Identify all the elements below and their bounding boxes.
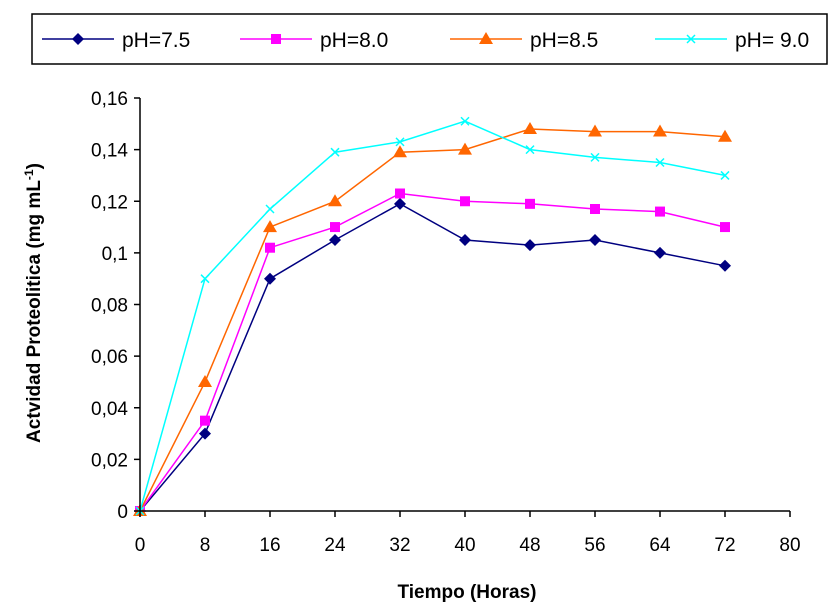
x-marker (265, 204, 275, 214)
x-marker-stroke (330, 147, 340, 157)
y-tick-label: 0,02 (91, 450, 128, 471)
plot-area (133, 116, 732, 517)
x-tick-label: 32 (389, 535, 410, 556)
legend-entry-2: pH=8.0 (240, 29, 388, 52)
diamond-marker (589, 233, 601, 246)
series-line (139, 192, 726, 512)
diamond-marker (199, 427, 211, 440)
x-tick-label: 48 (519, 535, 540, 556)
x-tick-label: 64 (649, 535, 671, 556)
diamond-marker (654, 246, 666, 259)
square-marker (720, 222, 730, 233)
legend: pH=7.5 pH=8.0 pH=8.5 pH= 9.0 (31, 13, 828, 65)
x-marker-stroke (720, 170, 730, 180)
square-marker (655, 206, 665, 217)
legend-label: pH= 9.0 (735, 29, 809, 52)
legend-entry-1: pH=7.5 (42, 29, 190, 52)
square-marker (460, 196, 470, 207)
y-axis-title-sup: -1 (22, 169, 36, 180)
x-tick-label: 40 (454, 535, 475, 556)
triangle-marker (718, 129, 732, 142)
triangle-marker (393, 145, 407, 158)
x-marker-stroke (686, 34, 696, 44)
x-marker (590, 152, 600, 162)
diamond-marker (719, 259, 731, 272)
legend-entry-3: pH=8.5 (450, 29, 598, 52)
x-marker (720, 170, 730, 180)
x-marker (686, 34, 696, 44)
series-4 (135, 116, 730, 516)
triangle-marker (653, 124, 667, 137)
x-marker-stroke (655, 158, 665, 168)
square-marker (330, 222, 340, 233)
series-line (139, 202, 726, 512)
y-tick-label: 0,14 (91, 141, 128, 162)
square-marker (590, 203, 600, 214)
triangle-marker (588, 124, 602, 137)
x-marker-stroke (460, 116, 470, 126)
x-tick-label: 56 (584, 535, 605, 556)
diamond-marker (72, 33, 84, 45)
x-marker-stroke (590, 152, 600, 162)
x-tick-label: 8 (200, 535, 211, 556)
x-marker (200, 274, 210, 284)
legend-label: pH=7.5 (122, 29, 190, 52)
triangle-marker (328, 194, 342, 207)
x-marker (395, 137, 405, 147)
triangle-marker (263, 220, 277, 233)
y-tick-label: 0,06 (91, 347, 128, 368)
x-marker (330, 147, 340, 157)
y-tick-label: 0,04 (91, 399, 128, 420)
square-marker (200, 415, 210, 426)
y-tick-label: 0,08 (91, 296, 128, 317)
series-2 (135, 188, 730, 516)
diamond-marker (524, 239, 536, 252)
legend-entry-4: pH= 9.0 (655, 29, 809, 52)
diamond-marker (459, 233, 471, 246)
x-marker-stroke (200, 274, 210, 284)
y-tick-label: 0 (117, 502, 128, 523)
y-axis-title: Actvidad Proteolitica (mg mL-1) (22, 163, 45, 443)
diamond-marker (394, 197, 406, 210)
triangle-marker (458, 142, 472, 155)
x-axis: 0 8 16 24 32 40 48 56 64 72 80 (135, 510, 801, 556)
y-tick-label: 0,12 (91, 192, 128, 213)
series-1 (134, 197, 731, 517)
square-marker (525, 198, 535, 209)
legend-label: pH=8.5 (530, 29, 598, 52)
x-tick-label: 72 (714, 535, 735, 556)
x-tick-label: 16 (259, 535, 280, 556)
y-axis-title-main: Actvidad Proteolitica (mg mL (24, 180, 45, 443)
triangle-marker (523, 121, 537, 134)
square-marker (395, 188, 405, 199)
y-tick-label: 0,16 (91, 89, 128, 110)
series-line (139, 128, 726, 512)
series-3 (133, 121, 732, 516)
y-axis-title-close: ) (24, 163, 45, 169)
x-marker-stroke (265, 204, 275, 214)
triangle-marker (479, 32, 493, 44)
x-tick-label: 24 (324, 535, 346, 556)
x-tick-label: 80 (779, 535, 800, 556)
square-marker (265, 242, 275, 253)
y-axis: 0 0,02 0,04 0,06 0,08 0,1 0,12 0,14 0,16 (91, 89, 141, 523)
y-tick-label: 0,1 (102, 244, 128, 265)
diamond-marker (264, 272, 276, 285)
x-axis-title: Tiempo (Horas) (397, 582, 536, 603)
x-tick-label: 0 (135, 535, 146, 556)
square-marker (271, 34, 281, 44)
triangle-marker (198, 374, 212, 387)
x-marker-stroke (525, 145, 535, 155)
x-marker (460, 116, 470, 126)
x-marker-stroke (395, 137, 405, 147)
series-line (139, 120, 726, 512)
x-marker (655, 158, 665, 168)
legend-label: pH=8.0 (320, 29, 388, 52)
diamond-marker (329, 233, 341, 246)
x-marker (525, 145, 535, 155)
